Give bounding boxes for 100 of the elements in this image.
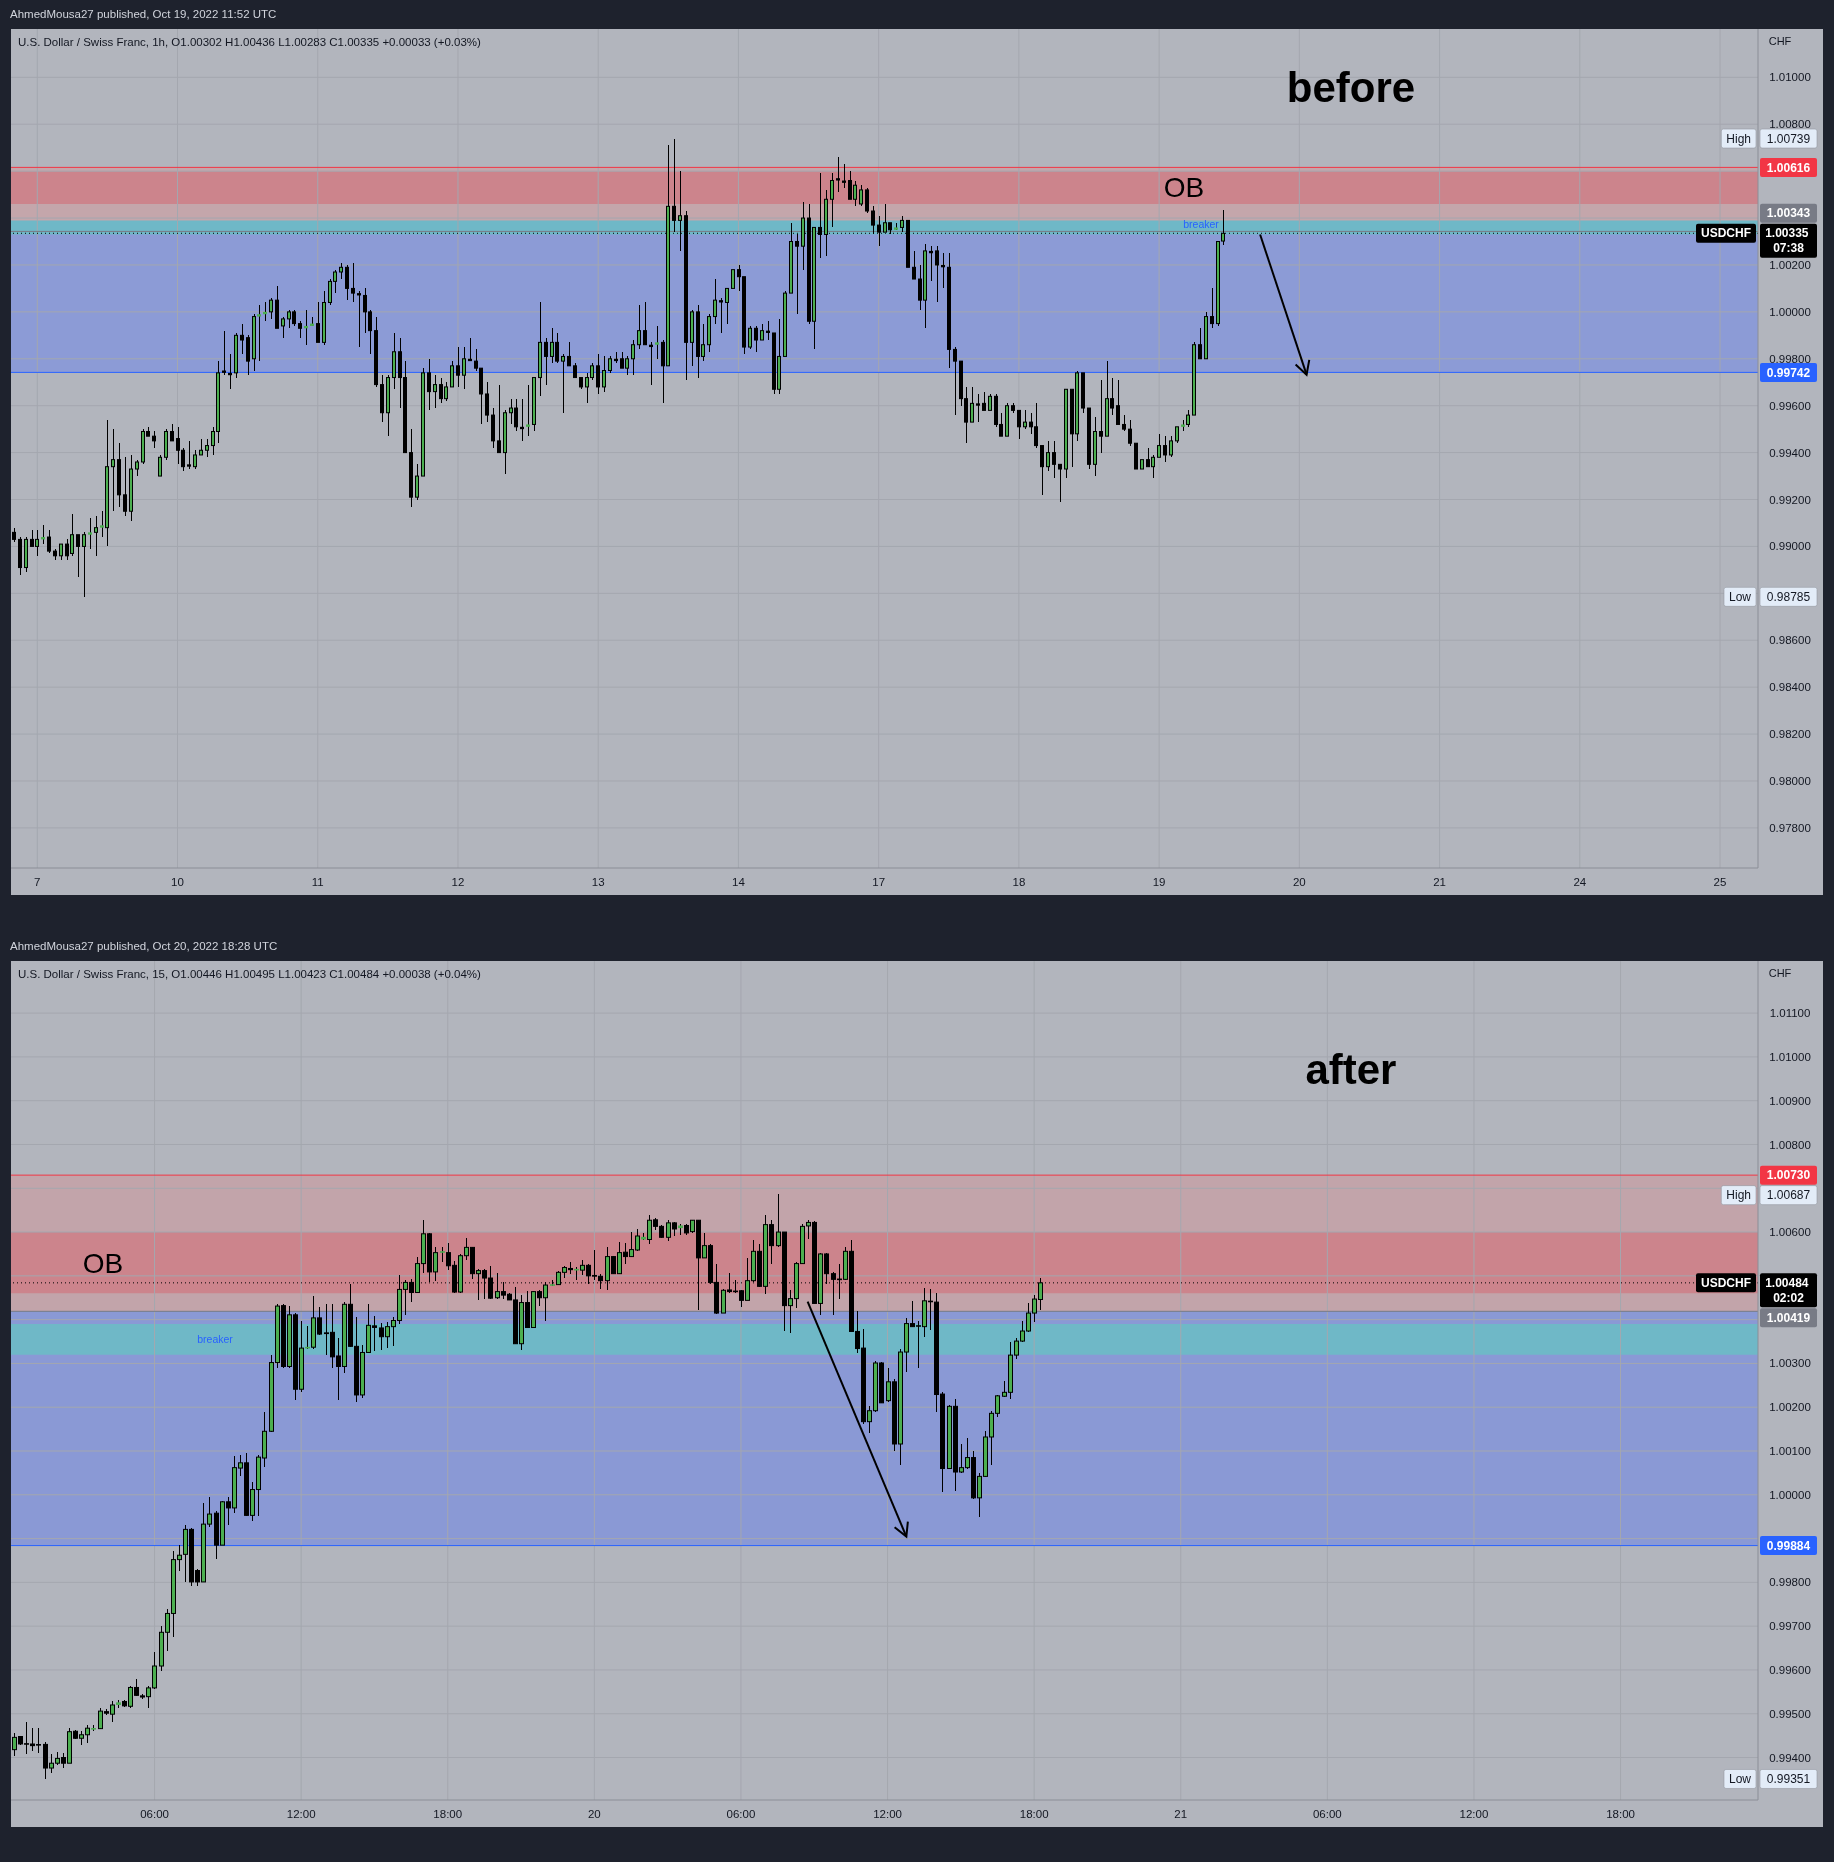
candlestick: [193, 449, 197, 470]
annotation: Low 0.98785: [1728, 590, 1811, 605]
y-tick-label: 0.99000: [1769, 540, 1811, 553]
x-tick-label: 21: [1174, 1808, 1188, 1820]
y-tick-label: 0.99200: [1769, 493, 1811, 506]
y-tick-label: 0.99600: [1769, 399, 1811, 412]
candlestick: [754, 325, 758, 353]
candlestick: [859, 184, 863, 207]
candlestick: [596, 353, 600, 395]
candlestick: [567, 341, 571, 367]
candlestick: [1210, 287, 1214, 329]
x-tick-label: 20: [587, 1808, 601, 1820]
candlestick: [637, 304, 641, 350]
candlestick: [1116, 379, 1120, 425]
y-tick-label: 1.00300: [1769, 1357, 1811, 1370]
y-tick-label: 1.00800: [1769, 1138, 1811, 1151]
candlestick: [1163, 435, 1167, 463]
candlestick: [836, 156, 840, 193]
candlestick: [970, 386, 974, 423]
candlestick: [976, 393, 980, 423]
x-tick-label: 13: [591, 876, 605, 888]
candlestick: [47, 529, 51, 554]
x-tick-label: 18:00: [433, 1808, 463, 1820]
candlestick: [1099, 379, 1103, 454]
y-tick-label: 1.00600: [1769, 1226, 1811, 1239]
candlestick: [1052, 440, 1056, 479]
x-tick-label: 12:00: [286, 1808, 316, 1820]
candlestick: [123, 456, 127, 517]
y-tick-label: 1.01000: [1769, 71, 1811, 84]
x-tick-label: 7: [34, 876, 41, 888]
candlestick: [246, 334, 250, 376]
candlestick: [111, 428, 115, 512]
candlestick: [485, 381, 489, 423]
annotation: Low 0.99351: [1728, 1772, 1811, 1787]
x-tick-label: 17: [872, 876, 886, 888]
candlestick: [94, 515, 98, 557]
x-tick-label: 12: [451, 876, 465, 888]
ref-line-label: 0.99742: [1766, 365, 1811, 380]
x-tick-label: 19: [1152, 876, 1166, 888]
annotation: OB: [1163, 172, 1205, 204]
candlestick: [187, 440, 191, 470]
candlestick: [345, 264, 349, 301]
y-tick-label: 1.00200: [1769, 258, 1811, 271]
annotation: USDCHF: [1701, 226, 1751, 241]
y-tick-label: 0.99700: [1769, 1620, 1811, 1633]
candlestick: [1046, 440, 1050, 472]
x-tick-label: 18:00: [1019, 1808, 1049, 1820]
candlestick: [1040, 445, 1044, 496]
x-tick-label: 21: [1433, 876, 1446, 888]
candlestick: [456, 346, 460, 388]
x-tick-label: 14: [732, 876, 746, 888]
candlestick: [561, 353, 565, 414]
candlestick: [672, 138, 676, 233]
candlestick: [158, 454, 162, 477]
y-tick-label: 0.99800: [1769, 352, 1811, 365]
candlestick: [655, 325, 659, 360]
annotation: USDCHF: [1701, 1276, 1751, 1291]
x-tick-label: 25: [1713, 876, 1727, 888]
candlestick: [731, 269, 735, 289]
candlestick: [830, 172, 834, 228]
candlestick: [982, 391, 986, 411]
y-tick-label: 0.99500: [1769, 1707, 1811, 1720]
candlestick: [88, 517, 92, 550]
candlestick: [935, 245, 939, 303]
ref-line-label: 1.00484 02:02: [1765, 1276, 1812, 1306]
text: AhmedMousa27 published, Oct 20, 2022 18:28 UTC: [10, 939, 278, 953]
candlestick: [865, 187, 869, 214]
candlestick: [1169, 435, 1173, 458]
x-tick-label: 10: [171, 876, 184, 888]
candlestick: [316, 301, 320, 343]
candlestick: [240, 323, 244, 355]
y-tick-label: 0.99800: [1769, 1576, 1811, 1589]
candlestick: [269, 297, 273, 320]
annotation: High 1.00687: [1726, 1188, 1811, 1203]
y-tick-label: 1.01000: [1769, 1050, 1811, 1063]
candlestick: [1017, 409, 1021, 440]
y-tick-label: 1.00100: [1769, 1445, 1811, 1458]
ref-line-label: 1.00616: [1766, 160, 1811, 175]
candlestick: [871, 205, 875, 235]
text: before: [1286, 63, 1416, 111]
candlestick: [544, 337, 548, 386]
x-tick-label: 20: [1292, 876, 1306, 888]
candlestick: [1058, 463, 1062, 503]
candlestick: [602, 355, 606, 393]
candlestick: [725, 287, 729, 325]
y-tick-label: 1.00000: [1769, 1488, 1811, 1501]
annotation: High 1.00739: [1726, 131, 1811, 146]
ref-line-label: 1.00730: [1766, 1168, 1811, 1183]
y-tick-label: 1.00000: [1769, 305, 1811, 318]
candlestick: [912, 250, 916, 280]
candlestick: [1128, 419, 1132, 447]
candlestick: [281, 316, 285, 339]
text: U.S. Dollar / Swiss Franc, 15, O1.00446 H1.00495 L1.00423 C1.00484 +0.00038 (+0.04%): [18, 968, 482, 981]
y-tick-label: 0.99400: [1769, 446, 1811, 459]
x-tick-label: 12:00: [1459, 1808, 1489, 1820]
candlestick: [351, 262, 355, 303]
text: U.S. Dollar / Swiss Franc, 1h, O1.00302 H1.00436 L1.00283 C1.00335 +0.00033 (+0.03%): [18, 36, 482, 49]
x-tick-label: 24: [1573, 876, 1587, 888]
candlestick: [82, 531, 86, 598]
y-tick-label: 1.01100: [1769, 1007, 1811, 1020]
